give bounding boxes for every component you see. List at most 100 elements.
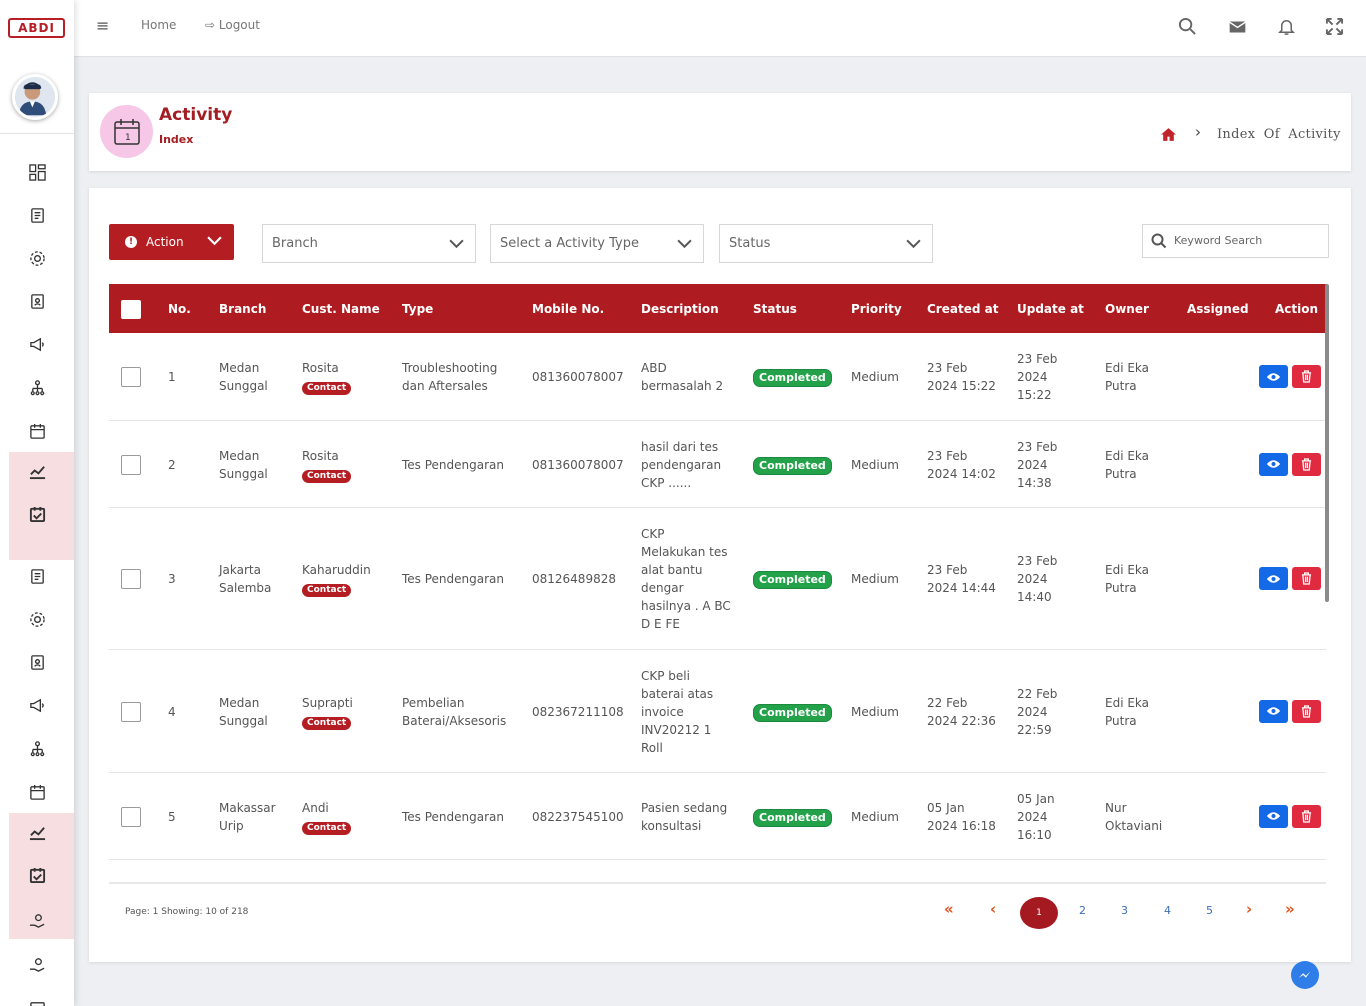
row-updated-at: 23 Feb 2024 14:38 — [1017, 438, 1057, 492]
sidebar-item-services[interactable] — [0, 946, 74, 982]
page-button-3[interactable]: 3 — [1121, 904, 1128, 917]
nav-home-link[interactable]: Home — [141, 18, 177, 32]
customer-name[interactable]: Kaharuddin — [302, 563, 371, 577]
col-description[interactable]: Description — [641, 302, 719, 316]
sidebar-item-settings[interactable] — [0, 240, 74, 276]
view-button[interactable] — [1259, 567, 1288, 590]
fullscreen-button[interactable] — [1323, 15, 1345, 37]
sidebar-item-calendar[interactable] — [0, 413, 74, 449]
delete-button[interactable] — [1292, 452, 1321, 476]
col-branch[interactable]: Branch — [219, 302, 267, 316]
customer-name[interactable]: Suprapti — [302, 695, 353, 710]
view-button[interactable] — [1259, 365, 1288, 388]
sidebar-item-calendar[interactable] — [0, 774, 74, 810]
row-checkbox[interactable] — [121, 569, 141, 589]
customer-name[interactable]: Andi — [302, 800, 329, 815]
page-button-1[interactable]: 1 — [1020, 897, 1058, 929]
col-cust-name[interactable]: Cust. Name — [302, 302, 380, 316]
pagination-info: Page: 1 Showing: 10 of 218 — [125, 907, 249, 917]
col-update-at[interactable]: Update at — [1017, 302, 1084, 316]
search-button[interactable] — [1176, 15, 1198, 37]
sidebar-item-settings[interactable] — [0, 601, 74, 637]
delete-button[interactable] — [1292, 567, 1321, 590]
col-owner[interactable]: Owner — [1105, 302, 1149, 316]
sidebar-item-documents[interactable] — [0, 558, 74, 594]
row-checkbox[interactable] — [121, 367, 141, 387]
mail-button[interactable] — [1226, 15, 1248, 37]
nav-logout-link[interactable]: ⇨ Logout — [205, 18, 260, 32]
row-description-line: hasil dari tes — [641, 439, 719, 454]
col-status[interactable]: Status — [753, 302, 797, 316]
sidebar-item-organization[interactable] — [0, 369, 74, 405]
delete-button[interactable] — [1292, 804, 1321, 828]
col-no[interactable]: No. — [168, 302, 191, 316]
page-next-button[interactable]: › — [1246, 900, 1253, 918]
chevron-down-icon — [906, 239, 921, 249]
page-button-5[interactable]: 5 — [1206, 904, 1213, 917]
sidebar-item-contacts[interactable] — [0, 283, 74, 319]
messenger-chat-button[interactable] — [1291, 961, 1319, 989]
keyword-search-input[interactable] — [1174, 234, 1324, 247]
page-button-2[interactable]: 2 — [1079, 904, 1086, 917]
sidebar-item-services[interactable] — [0, 902, 74, 938]
table-scrollbar[interactable] — [1325, 284, 1329, 602]
col-type[interactable]: Type — [402, 302, 434, 316]
row-checkbox[interactable] — [121, 701, 141, 722]
view-button[interactable] — [1259, 452, 1288, 476]
customer-name[interactable]: Rosita — [302, 361, 339, 375]
table-row[interactable]: 4 Medan Sunggal Suprapti Contact Pembelian Bat… — [109, 650, 1326, 773]
view-button[interactable] — [1259, 804, 1288, 828]
delete-button[interactable] — [1292, 699, 1321, 723]
sidebar-item-organization[interactable] — [0, 730, 74, 766]
row-updated-at-line: 05 Jan — [1017, 791, 1055, 806]
hamburger-menu-icon[interactable]: ≡ — [96, 16, 110, 35]
branch-select[interactable]: Branch — [262, 224, 476, 263]
row-priority: Medium — [851, 809, 899, 824]
row-description-line: INV20212 1 — [641, 722, 712, 737]
page-button-4[interactable]: 4 — [1164, 904, 1171, 917]
sidebar-item-reports[interactable] — [0, 814, 74, 850]
sidebar-item-activity[interactable] — [0, 857, 74, 893]
keyword-search[interactable] — [1142, 224, 1329, 258]
page-last-button[interactable]: » — [1285, 900, 1295, 918]
col-created-at[interactable]: Created at — [927, 302, 999, 316]
status-select[interactable]: Status — [719, 224, 933, 263]
row-owner-line: Putra — [1105, 466, 1137, 481]
delete-button[interactable] — [1292, 365, 1321, 388]
status-badge: Completed — [753, 703, 832, 722]
brand-logo[interactable]: ABDI — [8, 18, 65, 38]
notifications-button[interactable] — [1275, 15, 1297, 37]
col-action[interactable]: Action — [1275, 302, 1319, 316]
row-type-line: Baterai/Aksesoris — [402, 713, 507, 728]
row-checkbox[interactable] — [121, 454, 141, 475]
sidebar-item-reports[interactable] — [0, 453, 74, 489]
sidebar-item-dashboard[interactable] — [0, 154, 74, 190]
view-button[interactable] — [1259, 699, 1288, 723]
sidebar-item-campaign[interactable] — [0, 687, 74, 723]
row-checkbox[interactable] — [121, 806, 141, 827]
table-row[interactable]: CKP — [109, 860, 1326, 884]
sidebar-item-calendar[interactable] — [0, 990, 74, 1006]
row-priority: Medium — [851, 572, 899, 586]
action-dropdown-button[interactable]: ! Action — [109, 224, 234, 260]
table-row[interactable]: 5 Makassar Urip Andi Contact Tes Pendengaran 0… — [109, 773, 1326, 860]
row-description-line: CKP ...... — [641, 475, 692, 490]
col-priority[interactable]: Priority — [851, 302, 902, 316]
select-all-checkbox[interactable] — [121, 300, 141, 319]
activity-type-select[interactable]: Select a Activity Type — [490, 224, 704, 263]
sidebar-item-activity[interactable] — [0, 496, 74, 532]
page-prev-button[interactable]: ‹ — [990, 900, 997, 918]
col-mobile[interactable]: Mobile No. — [532, 302, 605, 316]
table-row[interactable]: 2 Medan Sunggal Rosita Contact Tes Pendengara… — [109, 421, 1326, 508]
table-row[interactable]: 1 Medan Sunggal Rosita Contact Troubleshootin… — [109, 333, 1326, 421]
customer-name[interactable]: Rosita — [302, 448, 339, 463]
sidebar-item-documents[interactable] — [0, 197, 74, 233]
sidebar-item-campaign[interactable] — [0, 326, 74, 362]
page-first-button[interactable]: « — [944, 900, 954, 918]
breadcrumb-home[interactable] — [1160, 127, 1177, 145]
contact-book-icon — [30, 293, 44, 309]
col-assigned[interactable]: Assigned — [1187, 302, 1249, 316]
avatar[interactable] — [12, 74, 58, 120]
table-row[interactable]: 3 Jakarta Salemba Kaharuddin Contact Tes Pend… — [109, 508, 1326, 650]
sidebar-item-contacts[interactable] — [0, 644, 74, 680]
